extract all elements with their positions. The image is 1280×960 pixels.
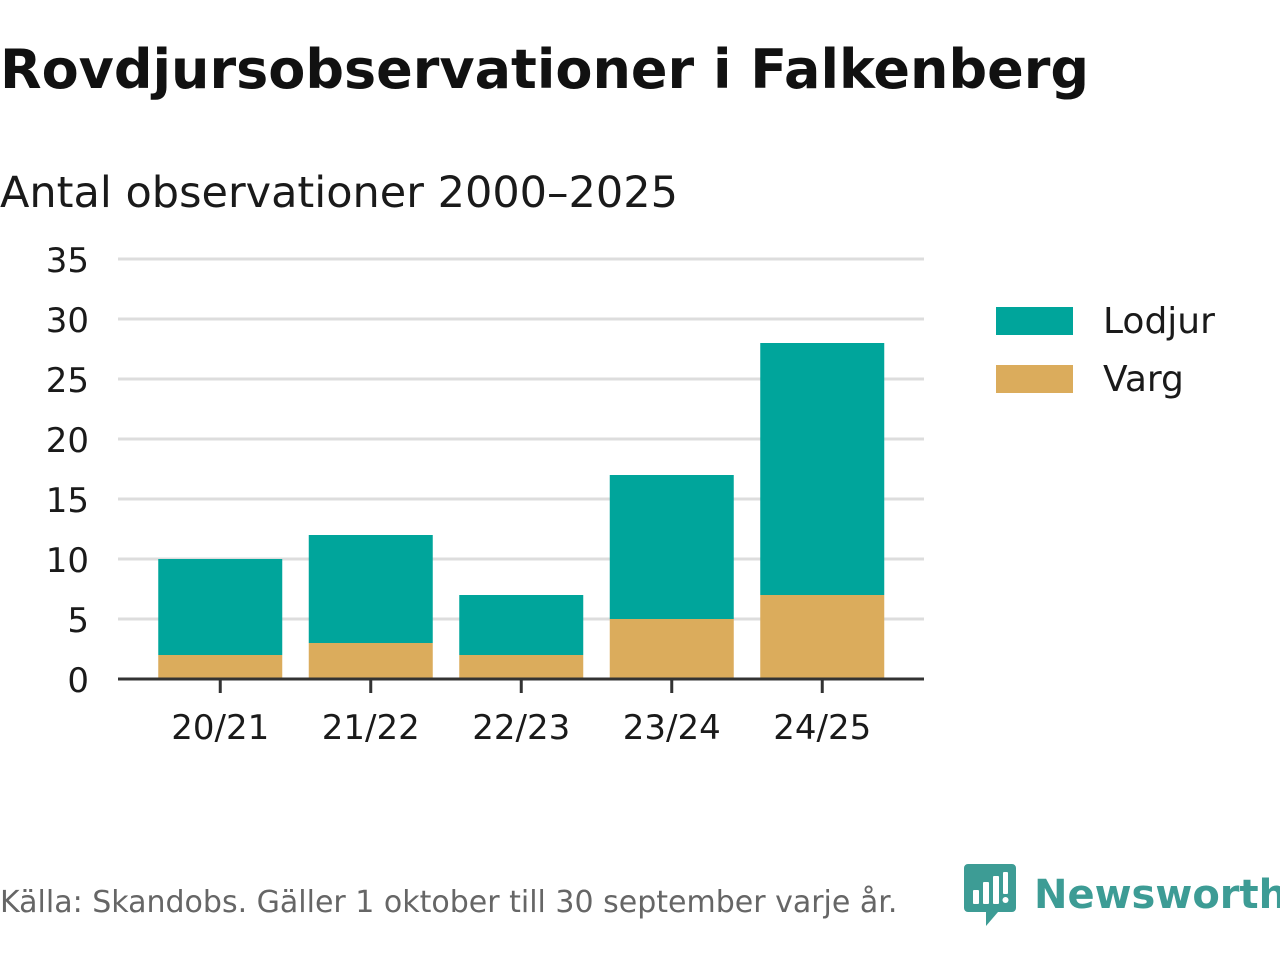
bar-lodjur-22-23 xyxy=(459,595,584,655)
x-tick-label-22-23: 22/23 xyxy=(472,708,570,748)
bar-varg-23-24 xyxy=(609,619,734,679)
bar-lodjur-23-24 xyxy=(609,475,734,619)
bar-varg-24-25 xyxy=(760,595,885,679)
legend-swatch-lodjur xyxy=(996,307,1073,335)
y-tick-label-35: 35 xyxy=(46,241,89,281)
legend-label-lodjur: Lodjur xyxy=(1103,300,1215,342)
newsworthy-logo-icon xyxy=(964,864,1016,926)
legend-item-lodjur: Lodjur xyxy=(996,292,1215,350)
chart-subtitle: Antal observationer 2000–2025 xyxy=(0,168,678,218)
bar-varg-21-22 xyxy=(308,643,433,679)
bar-lodjur-20-21 xyxy=(158,559,283,655)
bar-lodjur-21-22 xyxy=(308,535,433,643)
legend-label-varg: Varg xyxy=(1103,358,1184,400)
y-tick-label-15: 15 xyxy=(46,481,89,521)
bar-varg-20-21 xyxy=(158,655,283,679)
source-note: Källa: Skandobs. Gäller 1 oktober till 3… xyxy=(0,885,898,920)
x-tick-label-24-25: 24/25 xyxy=(773,708,871,748)
x-tick-label-23-24: 23/24 xyxy=(623,708,721,748)
legend-item-varg: Varg xyxy=(996,350,1215,408)
bar-varg-22-23 xyxy=(459,655,584,679)
x-tick-label-21-22: 21/22 xyxy=(322,708,420,748)
y-tick-label-10: 10 xyxy=(46,541,89,581)
y-tick-label-5: 5 xyxy=(67,601,89,641)
bar-lodjur-24-25 xyxy=(760,343,885,595)
brand-name: Newsworthy xyxy=(1034,872,1280,918)
stacked-bar-chart: 0 5 10 15 20 25 30 35 20/21 21/22 22/23 23/24 24/25 xyxy=(46,241,924,748)
x-tick-label-20-21: 20/21 xyxy=(171,708,269,748)
legend-swatch-varg xyxy=(996,365,1073,393)
y-tick-label-30: 30 xyxy=(46,301,89,341)
y-tick-label-0: 0 xyxy=(67,661,89,701)
legend: Lodjur Varg xyxy=(996,292,1215,408)
y-tick-label-25: 25 xyxy=(46,361,89,401)
brand-logo[interactable]: Newsworthy xyxy=(964,864,1280,926)
y-tick-label-20: 20 xyxy=(46,421,89,461)
chart-title: Rovdjursobservationer i Falkenberg xyxy=(0,38,1090,101)
